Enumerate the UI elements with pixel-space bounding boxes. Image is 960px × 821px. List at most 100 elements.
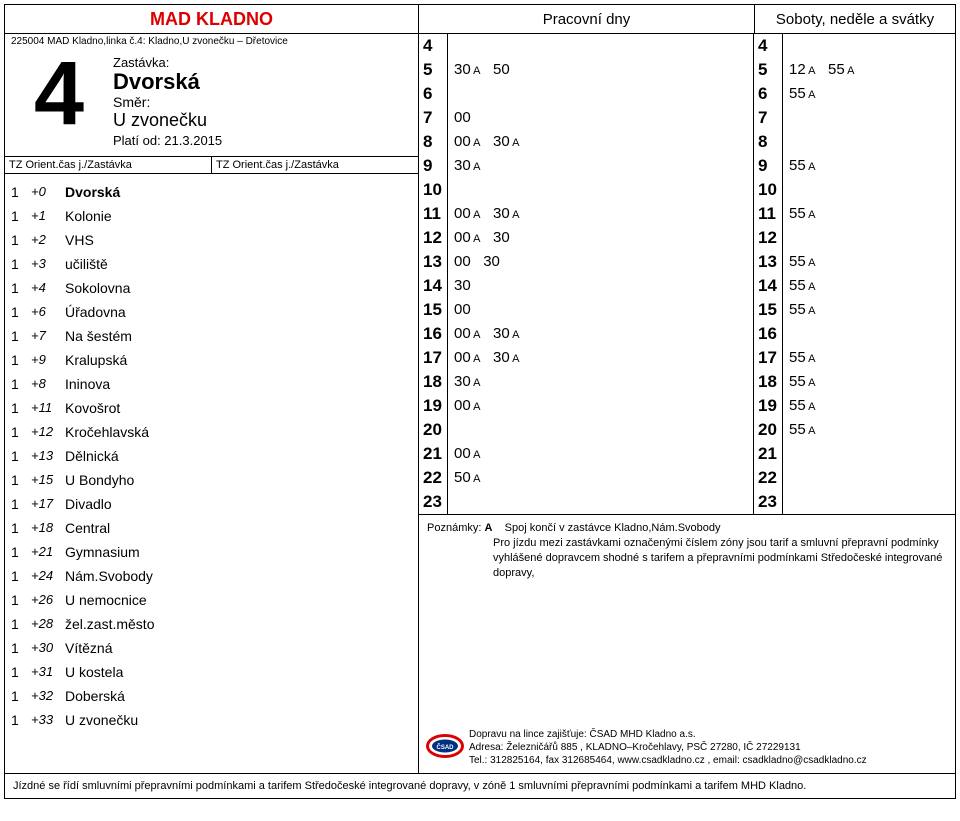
minute: 00 bbox=[454, 253, 471, 270]
weekday-minutes-row bbox=[448, 418, 753, 442]
hour-cell: 23 bbox=[754, 490, 782, 514]
stops-header-row: TZ Orient.čas j./Zastávka TZ Orient.čas … bbox=[5, 156, 418, 174]
weekend-minutes-row bbox=[783, 490, 955, 514]
weekday-minutes-col: 30 A 500000 A 30 A30 A00 A 30 A00 A 3000… bbox=[448, 34, 754, 514]
hour-cell: 6 bbox=[754, 82, 782, 106]
weekday-minutes-row: 00 A bbox=[448, 394, 753, 418]
stop-name-cell: Divadlo bbox=[65, 492, 112, 516]
stop-zone: 1 bbox=[11, 444, 31, 468]
weekday-minutes-row: 00 30 bbox=[448, 250, 753, 274]
stop-time: +28 bbox=[31, 612, 65, 636]
stop-time: +12 bbox=[31, 420, 65, 444]
stop-time: +13 bbox=[31, 444, 65, 468]
operator-info: Dopravu na lince zajišťuje: ČSAD MHD Kla… bbox=[469, 728, 947, 767]
hour-cell: 19 bbox=[754, 394, 782, 418]
weekend-minutes-row bbox=[783, 178, 955, 202]
hour-cell: 10 bbox=[754, 178, 782, 202]
hour-cell: 5 bbox=[419, 58, 447, 82]
stop-row: 1+21Gymnasium bbox=[11, 540, 412, 564]
minute: 55 A bbox=[789, 373, 815, 390]
weekend-minutes-col: 12 A 55 A55 A55 A55 A55 A55 A55 A55 A55 … bbox=[783, 34, 955, 514]
stop-row: 1+32Doberská bbox=[11, 684, 412, 708]
minute: 00 bbox=[454, 109, 471, 126]
weekday-minutes-row: 30 A bbox=[448, 370, 753, 394]
stop-row: 1+18Central bbox=[11, 516, 412, 540]
stop-row: 1+8Ininova bbox=[11, 372, 412, 396]
stop-zone: 1 bbox=[11, 228, 31, 252]
hour-cell: 19 bbox=[419, 394, 447, 418]
stop-row: 1+30Vítězná bbox=[11, 636, 412, 660]
stops-header-2: TZ Orient.čas j./Zastávka bbox=[212, 157, 418, 173]
stop-row: 1+28žel.zast.město bbox=[11, 612, 412, 636]
hour-cell: 8 bbox=[419, 130, 447, 154]
minute: 55 A bbox=[789, 253, 815, 270]
stops-list: 1+0Dvorská1+1Kolonie1+2VHS1+3učiliště1+4… bbox=[5, 174, 418, 773]
stop-zone: 1 bbox=[11, 684, 31, 708]
left-panel: 225004 MAD Kladno,linka č.4: Kladno,U zv… bbox=[5, 34, 419, 773]
weekend-minutes-row bbox=[783, 442, 955, 466]
weekend-minutes-row: 55 A bbox=[783, 298, 955, 322]
hour-cell: 18 bbox=[754, 370, 782, 394]
header-title-cell: MAD KLADNO bbox=[5, 5, 419, 33]
hour-cell: 5 bbox=[754, 58, 782, 82]
minute: 00 bbox=[454, 301, 471, 318]
minute: 55 A bbox=[789, 85, 815, 102]
stop-zone: 1 bbox=[11, 396, 31, 420]
time-table: 4567891011121314151617181920212223 30 A … bbox=[419, 34, 955, 514]
stop-zone: 1 bbox=[11, 612, 31, 636]
hour-cell: 15 bbox=[419, 298, 447, 322]
stop-zone: 1 bbox=[11, 204, 31, 228]
stop-time: +33 bbox=[31, 708, 65, 732]
stop-time: +30 bbox=[31, 636, 65, 660]
hour-cell: 20 bbox=[754, 418, 782, 442]
weekend-minutes-row: 55 A bbox=[783, 202, 955, 226]
stop-row: 1+7Na šestém bbox=[11, 324, 412, 348]
stop-zone: 1 bbox=[11, 300, 31, 324]
stop-zone: 1 bbox=[11, 588, 31, 612]
stop-name-cell: Kovošrot bbox=[65, 396, 120, 420]
stop-row: 1+3učiliště bbox=[11, 252, 412, 276]
hour-cell: 16 bbox=[419, 322, 447, 346]
stop-name-cell: U kostela bbox=[65, 660, 123, 684]
stop-zone: 1 bbox=[11, 516, 31, 540]
note-code: A bbox=[484, 522, 492, 534]
stop-time: +17 bbox=[31, 492, 65, 516]
weekend-minutes-row: 55 A bbox=[783, 250, 955, 274]
weekday-minutes-row: 00 A bbox=[448, 442, 753, 466]
body-row: 225004 MAD Kladno,linka č.4: Kladno,U zv… bbox=[5, 33, 955, 773]
hour-cell: 13 bbox=[419, 250, 447, 274]
hour-cell: 11 bbox=[419, 202, 447, 226]
stop-time: +2 bbox=[31, 228, 65, 252]
minute: 00 A bbox=[454, 445, 480, 462]
stops-header-1: TZ Orient.čas j./Zastávka bbox=[5, 157, 212, 173]
stop-time: +26 bbox=[31, 588, 65, 612]
stop-time: +6 bbox=[31, 300, 65, 324]
stop-name-cell: Kolonie bbox=[65, 204, 112, 228]
hour-cell: 18 bbox=[419, 370, 447, 394]
stop-name-cell: Doberská bbox=[65, 684, 125, 708]
direction-label: Směr: bbox=[113, 94, 222, 110]
minute: 55 A bbox=[789, 205, 815, 222]
stop-time: +24 bbox=[31, 564, 65, 588]
hours-col-1: 4567891011121314151617181920212223 bbox=[419, 34, 448, 514]
stop-name-cell: Ininova bbox=[65, 372, 110, 396]
stop-zone: 1 bbox=[11, 540, 31, 564]
minute: 50 A bbox=[454, 469, 480, 486]
minute: 30 A bbox=[454, 157, 480, 174]
header-row: MAD KLADNO Pracovní dny Soboty, neděle a… bbox=[5, 5, 955, 33]
weekend-minutes-row: 55 A bbox=[783, 274, 955, 298]
hour-cell: 14 bbox=[419, 274, 447, 298]
stop-name-cell: VHS bbox=[65, 228, 94, 252]
hour-cell: 12 bbox=[419, 226, 447, 250]
minute: 00 A bbox=[454, 205, 480, 222]
minute: 30 bbox=[493, 229, 510, 246]
minute: 50 bbox=[493, 61, 510, 78]
weekend-minutes-row: 55 A bbox=[783, 418, 955, 442]
operator-line1: Dopravu na lince zajišťuje: ČSAD MHD Kla… bbox=[469, 728, 947, 741]
hour-cell: 11 bbox=[754, 202, 782, 226]
stop-zone: 1 bbox=[11, 564, 31, 588]
stop-row: 1+6Úřadovna bbox=[11, 300, 412, 324]
minute: 12 A bbox=[789, 61, 815, 78]
timetable-page: MAD KLADNO Pracovní dny Soboty, neděle a… bbox=[4, 4, 956, 799]
stop-time: +3 bbox=[31, 252, 65, 276]
